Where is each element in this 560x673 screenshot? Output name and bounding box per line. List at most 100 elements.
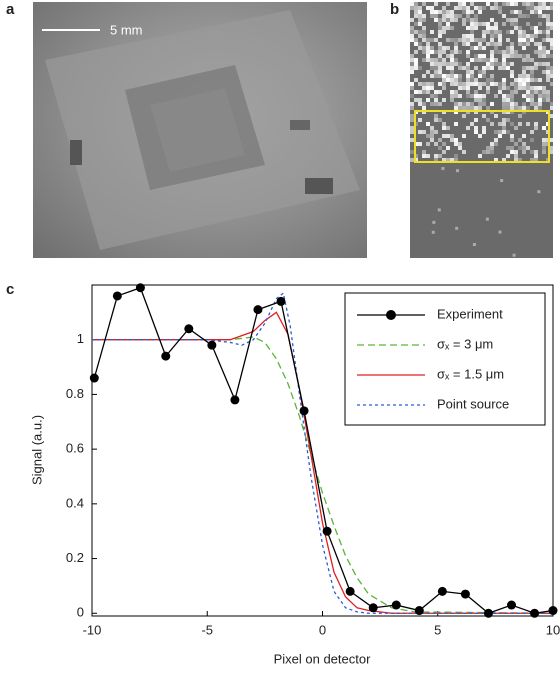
pixel [432, 220, 436, 224]
pixel [494, 42, 498, 46]
pixel [438, 26, 442, 30]
pixel [458, 2, 462, 6]
x-axis-label: Pixel on detector [274, 651, 372, 666]
pixel [518, 10, 522, 14]
pixel [514, 82, 518, 86]
pixel [458, 62, 462, 66]
data-point [437, 586, 447, 596]
pixel [542, 30, 546, 34]
pixel [522, 54, 526, 58]
pixel [514, 158, 518, 162]
pixel [530, 10, 534, 14]
pixel [510, 102, 514, 106]
pixel [434, 38, 438, 42]
pixel [518, 114, 522, 118]
pixel [490, 58, 494, 62]
pixel [474, 26, 478, 30]
pixel [502, 98, 506, 102]
pixel [550, 138, 553, 142]
pixel [534, 150, 538, 154]
pixel [514, 22, 518, 26]
pixel [530, 150, 534, 154]
pixel [470, 94, 474, 98]
pixel [434, 158, 438, 162]
pixel [446, 2, 450, 6]
pixel [434, 50, 438, 54]
pixel [418, 22, 422, 26]
pixel [474, 90, 478, 94]
pixel [470, 22, 474, 26]
pixel [410, 130, 414, 134]
pixel [466, 38, 470, 42]
pixel [506, 30, 510, 34]
pixel [450, 38, 454, 42]
pixel [450, 54, 454, 58]
pixel [482, 126, 486, 130]
pixel [430, 74, 434, 78]
pixel [510, 70, 514, 74]
pixel [410, 82, 414, 86]
pixel [442, 26, 446, 30]
pixel [510, 134, 514, 138]
pixel [414, 66, 418, 70]
pixel [454, 102, 458, 106]
pixel [498, 122, 502, 126]
pixel [494, 26, 498, 30]
pixel [506, 98, 510, 102]
pixel [454, 158, 458, 162]
pixel [510, 46, 514, 50]
pixel [430, 66, 434, 70]
pixel [422, 38, 426, 42]
pixel [414, 90, 418, 94]
pixel [466, 34, 470, 38]
pixel [466, 10, 470, 14]
pixel [526, 86, 530, 90]
pixel [506, 2, 510, 6]
pixel [450, 94, 454, 98]
pixel [430, 50, 434, 54]
pixel [430, 86, 434, 90]
pixel [438, 30, 442, 34]
pixel [450, 66, 454, 70]
y-tick-label: 0.8 [66, 386, 84, 401]
pixel [542, 50, 546, 54]
pixel [518, 14, 522, 18]
pixel [506, 154, 510, 158]
data-point [299, 406, 309, 416]
pixel [502, 22, 506, 26]
pixel [438, 74, 442, 78]
pixel [498, 10, 502, 14]
pixel [490, 26, 494, 30]
pixel [490, 122, 494, 126]
pixel [498, 230, 502, 234]
pixel [494, 34, 498, 38]
pixel [466, 62, 470, 66]
pixel [494, 30, 498, 34]
pixel [470, 122, 474, 126]
pixel [450, 26, 454, 30]
pixel [526, 94, 530, 98]
pixel [462, 10, 466, 14]
pixel [442, 30, 446, 34]
pixel [438, 42, 442, 46]
pixel [494, 158, 498, 162]
pixel [422, 130, 426, 134]
pixel [506, 130, 510, 134]
data-point [345, 586, 355, 596]
pixel [486, 22, 490, 26]
pixel [546, 18, 550, 22]
pixel [414, 22, 418, 26]
pixel [526, 98, 530, 102]
pixel [422, 34, 426, 38]
pixel [458, 102, 462, 106]
pixel [538, 14, 542, 18]
pixel [458, 50, 462, 54]
pixel [410, 102, 414, 106]
pixel [482, 54, 486, 58]
pixel [490, 74, 494, 78]
pixel [438, 34, 442, 38]
pixel [530, 86, 534, 90]
pixel [494, 50, 498, 54]
data-point [230, 395, 240, 405]
pixel [522, 42, 526, 46]
